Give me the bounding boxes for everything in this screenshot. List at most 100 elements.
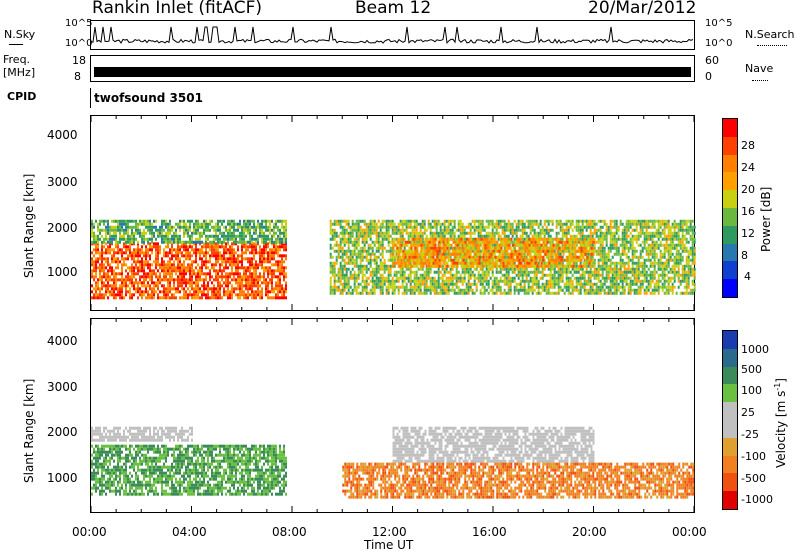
heatmap-cell	[379, 291, 382, 295]
heatmap-cell	[639, 285, 642, 289]
heatmap-cell	[607, 225, 610, 229]
heatmap-cell	[285, 284, 287, 288]
heatmap-cell	[223, 281, 225, 285]
heatmap-cell	[205, 234, 207, 238]
heatmap-cell	[451, 219, 454, 223]
heatmap-cell	[503, 246, 506, 250]
heatmap-cell	[593, 261, 596, 265]
heatmap-cell	[351, 231, 354, 235]
heatmap-cell	[267, 290, 269, 294]
heatmap-cell	[273, 225, 275, 229]
heatmap-cell	[423, 282, 426, 286]
heatmap-cell	[627, 225, 630, 229]
heatmap-cell	[575, 228, 578, 232]
heatmap-cell	[351, 243, 354, 247]
heatmap-cell	[443, 228, 446, 232]
heatmap-cell	[211, 296, 213, 300]
heatmap-cell	[461, 228, 464, 232]
heatmap-cell	[203, 231, 205, 235]
heatmap-cell	[113, 231, 115, 235]
heatmap-cell	[587, 225, 590, 229]
heatmap-cell	[589, 276, 592, 280]
heatmap-cell	[447, 276, 450, 280]
heatmap-cell	[587, 288, 590, 292]
heatmap-cell	[503, 222, 506, 226]
heatmap-cell	[123, 237, 125, 241]
heatmap-cell	[203, 281, 205, 285]
heatmap-cell	[153, 293, 155, 297]
heatmap-cell	[379, 252, 382, 256]
heatmap-cell	[113, 225, 115, 229]
heatmap-cell	[219, 254, 221, 258]
heatmap-cell	[165, 245, 167, 249]
heatmap-cell	[235, 269, 237, 273]
heatmap-cell	[357, 243, 360, 247]
heatmap-cell	[639, 270, 642, 274]
heatmap-cell	[377, 231, 380, 235]
heatmap-cell	[475, 288, 478, 292]
heatmap-cell	[477, 222, 480, 226]
heatmap-cell	[417, 288, 420, 292]
heatmap-cell	[611, 279, 614, 283]
heatmap-cell	[189, 290, 191, 294]
heatmap-cell	[337, 243, 340, 247]
heatmap-cell	[541, 288, 544, 292]
heatmap-cell	[627, 270, 630, 274]
heatmap-cell	[237, 222, 239, 226]
heatmap-cell	[257, 266, 259, 270]
heatmap-cell	[119, 225, 121, 229]
heatmap-cell	[235, 234, 237, 238]
heatmap-cell	[119, 296, 121, 300]
heatmap-cell	[445, 231, 448, 235]
heatmap-cell	[499, 252, 502, 256]
heatmap-cell	[197, 287, 199, 291]
heatmap-cell	[191, 237, 193, 241]
heatmap-cell	[621, 279, 624, 283]
heatmap-cell	[347, 234, 350, 238]
heatmap-cell	[193, 293, 195, 297]
heatmap-cell	[139, 266, 141, 270]
heatmap-cell	[557, 282, 560, 286]
heatmap-cell	[371, 231, 374, 235]
heatmap-cell	[589, 288, 592, 292]
heatmap-cell	[567, 225, 570, 229]
heatmap-cell	[599, 291, 602, 295]
heatmap-cell	[181, 269, 183, 273]
heatmap-cell	[175, 257, 177, 261]
heatmap-cell	[217, 293, 219, 297]
heatmap-cell	[227, 242, 229, 246]
heatmap-cell	[403, 276, 406, 280]
heatmap-cell	[407, 234, 410, 238]
heatmap-cell	[601, 246, 604, 250]
heatmap-cell	[243, 269, 245, 273]
heatmap-cell	[611, 243, 614, 247]
heatmap-cell	[337, 219, 340, 223]
heatmap-cell	[129, 219, 131, 223]
heatmap-cell	[495, 288, 498, 292]
heatmap-cell	[425, 282, 428, 286]
heatmap-cell	[103, 245, 105, 249]
heatmap-cell	[341, 225, 344, 229]
heatmap-cell	[597, 270, 600, 274]
heatmap-cell	[237, 260, 239, 264]
heatmap-cell	[91, 275, 93, 279]
heatmap-cell	[163, 293, 165, 297]
heatmap-cell	[333, 288, 336, 292]
heatmap-cell	[217, 219, 219, 223]
heatmap-cell	[165, 225, 167, 229]
heatmap-cell	[141, 222, 143, 226]
heatmap-cell	[343, 282, 346, 286]
heatmap-cell	[227, 240, 229, 244]
heatmap-cell	[221, 275, 223, 279]
heatmap-cell	[611, 261, 614, 265]
heatmap-cell	[519, 222, 522, 226]
heatmap-cell	[441, 264, 444, 268]
heatmap-cell	[437, 276, 440, 280]
heatmap-cell	[439, 249, 442, 253]
heatmap-cell	[461, 270, 464, 274]
heatmap-cell	[163, 254, 165, 258]
heatmap-cell	[137, 287, 139, 291]
heatmap-cell	[223, 275, 225, 279]
heatmap-cell	[333, 237, 336, 241]
heatmap-cell	[181, 254, 183, 258]
